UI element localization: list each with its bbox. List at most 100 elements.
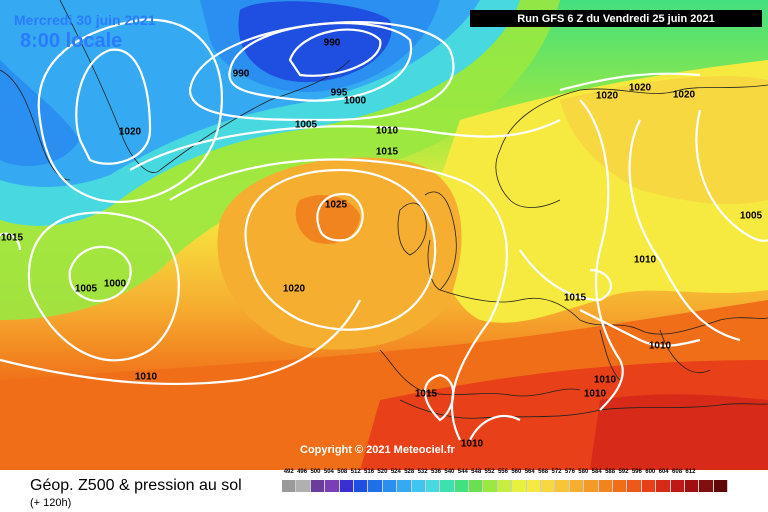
color-scale bbox=[282, 480, 729, 492]
geopotential-field bbox=[0, 0, 768, 470]
scale-swatch bbox=[656, 480, 671, 492]
isobar-label: 1015 bbox=[414, 388, 438, 400]
scale-swatch bbox=[310, 480, 326, 492]
map-title: Géop. Z500 & pression au sol bbox=[30, 477, 242, 494]
map-subtitle: (+ 120h) bbox=[30, 497, 72, 509]
legend-footer: Géop. Z500 & pression au sol (+ 120h) 49… bbox=[0, 469, 768, 512]
scale-swatch bbox=[598, 480, 613, 492]
isobar-label: 1010 bbox=[460, 438, 484, 450]
isobar-label: 990 bbox=[323, 37, 341, 49]
weather-map: Mercredi 30 juin 2021 8:00 locale Run GF… bbox=[0, 0, 768, 470]
scale-swatch bbox=[713, 480, 729, 492]
scale-label: 604 bbox=[658, 469, 669, 475]
scale-swatch bbox=[555, 480, 570, 492]
scale-swatch bbox=[397, 480, 412, 492]
scale-swatch bbox=[569, 480, 585, 492]
scale-swatch bbox=[612, 480, 628, 492]
isobar-label: 995 bbox=[330, 87, 348, 99]
scale-swatch bbox=[684, 480, 700, 492]
isobar-label: 1010 bbox=[583, 388, 607, 400]
scale-swatch bbox=[670, 480, 685, 492]
scale-swatch bbox=[584, 480, 599, 492]
isobar-label: 1005 bbox=[294, 119, 318, 131]
coastlines bbox=[0, 0, 768, 419]
isobar-label: 1015 bbox=[563, 292, 587, 304]
isobar-label: 1000 bbox=[103, 278, 127, 290]
isobar-label: 1015 bbox=[0, 232, 24, 244]
scale-label: 608 bbox=[672, 469, 683, 475]
scale-swatch bbox=[497, 480, 513, 492]
scale-label: 568 bbox=[538, 469, 549, 475]
scale-swatch bbox=[512, 480, 527, 492]
forecast-time: 8:00 locale bbox=[20, 30, 123, 52]
scale-swatch bbox=[483, 480, 498, 492]
scale-label: 548 bbox=[471, 469, 482, 475]
scale-label: 556 bbox=[497, 469, 508, 475]
scale-label: 504 bbox=[323, 469, 334, 475]
isobar-label: 1005 bbox=[74, 283, 98, 295]
scale-swatch bbox=[641, 480, 657, 492]
isobar-label: 1010 bbox=[593, 374, 617, 386]
scale-swatch bbox=[699, 480, 714, 492]
scale-swatch bbox=[353, 480, 369, 492]
scale-label: 500 bbox=[310, 469, 321, 475]
scale-label: 512 bbox=[350, 469, 361, 475]
scale-label: 552 bbox=[484, 469, 495, 475]
isobar-label: 990 bbox=[232, 68, 250, 80]
isobar-label: 1020 bbox=[628, 82, 652, 94]
scale-label: 532 bbox=[417, 469, 428, 475]
scale-swatch bbox=[325, 480, 340, 492]
scale-label: 596 bbox=[631, 469, 642, 475]
scale-label: 584 bbox=[591, 469, 602, 475]
scale-label: 524 bbox=[390, 469, 401, 475]
isobar-label: 1010 bbox=[648, 340, 672, 352]
isobar-label: 1025 bbox=[324, 199, 348, 211]
scale-swatch bbox=[282, 480, 297, 492]
scale-swatch bbox=[382, 480, 398, 492]
forecast-date: Mercredi 30 juin 2021 bbox=[14, 12, 156, 28]
scale-swatch bbox=[425, 480, 441, 492]
scale-label: 572 bbox=[551, 469, 562, 475]
scale-label: 520 bbox=[377, 469, 388, 475]
scale-label: 540 bbox=[444, 469, 455, 475]
isobar-label: 1020 bbox=[595, 90, 619, 102]
isobar-label: 1015 bbox=[375, 146, 399, 158]
isobar-label: 1005 bbox=[739, 210, 763, 222]
scale-swatch bbox=[627, 480, 642, 492]
scale-label: 576 bbox=[564, 469, 575, 475]
scale-swatch bbox=[411, 480, 426, 492]
run-info: Run GFS 6 Z du Vendredi 25 juin 2021 bbox=[470, 10, 762, 27]
scale-label: 528 bbox=[404, 469, 415, 475]
scale-swatch bbox=[526, 480, 542, 492]
copyright: Copyright © 2021 Meteociel.fr bbox=[300, 444, 455, 456]
isobars bbox=[0, 18, 768, 441]
isobar-label: 1020 bbox=[282, 283, 306, 295]
scale-swatch bbox=[440, 480, 455, 492]
scale-label: 544 bbox=[457, 469, 468, 475]
scale-labels: 492 496 500 504 508 512 516 520 524 528 532 536 540 5… bbox=[282, 469, 697, 475]
scale-label: 496 bbox=[297, 469, 308, 475]
isobar-label: 1010 bbox=[134, 371, 158, 383]
scale-label: 560 bbox=[511, 469, 522, 475]
isobar-label: 1020 bbox=[672, 89, 696, 101]
scale-label: 612 bbox=[685, 469, 696, 475]
scale-label: 508 bbox=[337, 469, 348, 475]
scale-label: 600 bbox=[645, 469, 656, 475]
scale-label: 592 bbox=[618, 469, 629, 475]
scale-label: 516 bbox=[364, 469, 375, 475]
scale-swatch bbox=[368, 480, 383, 492]
scale-swatch bbox=[339, 480, 354, 492]
scale-swatch bbox=[541, 480, 556, 492]
isobar-label: 1010 bbox=[633, 254, 657, 266]
scale-label: 536 bbox=[430, 469, 441, 475]
scale-label: 564 bbox=[524, 469, 535, 475]
scale-label: 588 bbox=[605, 469, 616, 475]
scale-swatch bbox=[296, 480, 311, 492]
scale-label: 492 bbox=[283, 469, 294, 475]
isobar-label: 1010 bbox=[375, 125, 399, 137]
scale-label: 580 bbox=[578, 469, 589, 475]
isobar-label: 1020 bbox=[118, 126, 142, 138]
isobar-label: 1000 bbox=[343, 95, 367, 107]
scale-swatch bbox=[454, 480, 470, 492]
scale-swatch bbox=[469, 480, 484, 492]
